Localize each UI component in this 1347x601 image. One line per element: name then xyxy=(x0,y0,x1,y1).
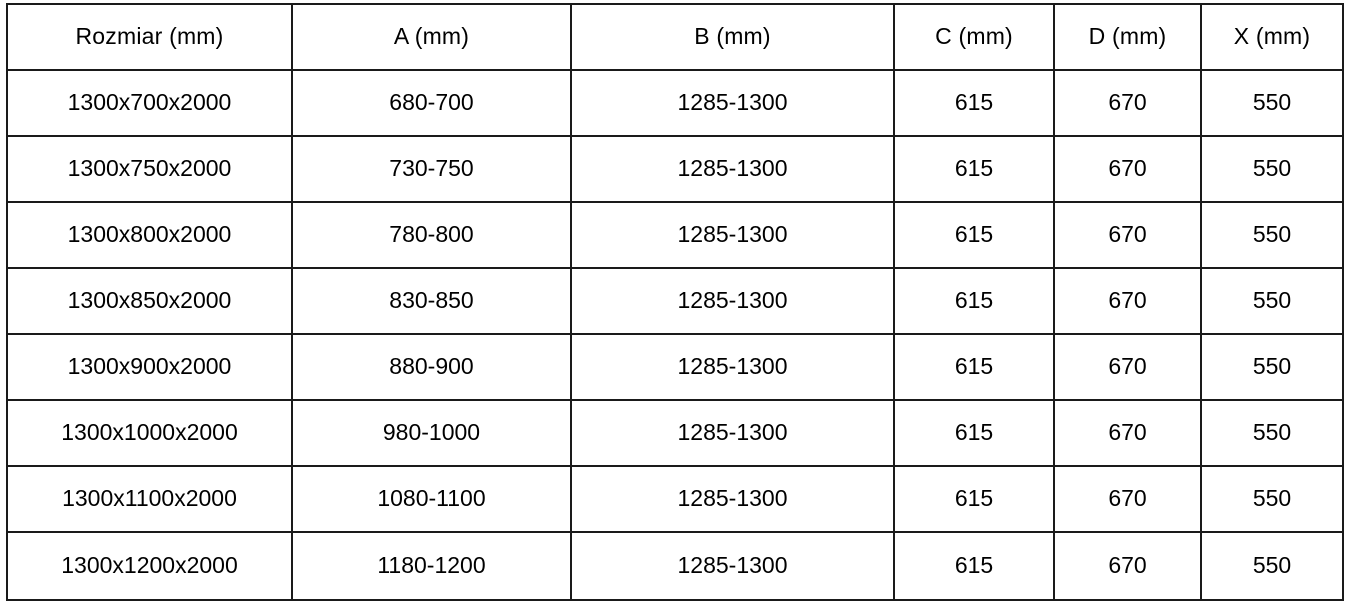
table-row: 1300x800x2000 780-800 1285-1300 615 670 … xyxy=(6,201,1344,269)
cell-size: 1300x700x2000 xyxy=(6,69,293,137)
document-canvas: Rozmiar (mm) A (mm) B (mm) C (mm) D (mm)… xyxy=(6,3,1344,601)
table-body: 1300x700x2000 680-700 1285-1300 615 670 … xyxy=(6,69,1344,601)
column-header-d: D (mm) xyxy=(1053,3,1202,71)
cell-b: 1285-1300 xyxy=(570,135,895,203)
cell-b: 1285-1300 xyxy=(570,531,895,601)
cell-c: 615 xyxy=(893,69,1055,137)
cell-d: 670 xyxy=(1053,399,1202,467)
cell-d: 670 xyxy=(1053,135,1202,203)
cell-size: 1300x750x2000 xyxy=(6,135,293,203)
cell-c: 615 xyxy=(893,201,1055,269)
table-row: 1300x850x2000 830-850 1285-1300 615 670 … xyxy=(6,267,1344,335)
cell-x: 550 xyxy=(1200,531,1344,601)
cell-c: 615 xyxy=(893,333,1055,401)
cell-a: 730-750 xyxy=(291,135,572,203)
column-header-a: A (mm) xyxy=(291,3,572,71)
cell-size: 1300x850x2000 xyxy=(6,267,293,335)
dimensions-table: Rozmiar (mm) A (mm) B (mm) C (mm) D (mm)… xyxy=(6,3,1344,601)
cell-size: 1300x900x2000 xyxy=(6,333,293,401)
cell-x: 550 xyxy=(1200,135,1344,203)
cell-size: 1300x1100x2000 xyxy=(6,465,293,533)
cell-a: 1180-1200 xyxy=(291,531,572,601)
cell-c: 615 xyxy=(893,135,1055,203)
cell-a: 980-1000 xyxy=(291,399,572,467)
table-row: 1300x1200x2000 1180-1200 1285-1300 615 6… xyxy=(6,531,1344,601)
column-header-b: B (mm) xyxy=(570,3,895,71)
cell-b: 1285-1300 xyxy=(570,465,895,533)
cell-b: 1285-1300 xyxy=(570,201,895,269)
cell-c: 615 xyxy=(893,399,1055,467)
cell-x: 550 xyxy=(1200,399,1344,467)
table-row: 1300x700x2000 680-700 1285-1300 615 670 … xyxy=(6,69,1344,137)
cell-d: 670 xyxy=(1053,531,1202,601)
column-header-size: Rozmiar (mm) xyxy=(6,3,293,71)
cell-b: 1285-1300 xyxy=(570,267,895,335)
table-row: 1300x900x2000 880-900 1285-1300 615 670 … xyxy=(6,333,1344,401)
cell-a: 880-900 xyxy=(291,333,572,401)
cell-x: 550 xyxy=(1200,201,1344,269)
cell-size: 1300x1000x2000 xyxy=(6,399,293,467)
cell-x: 550 xyxy=(1200,333,1344,401)
cell-d: 670 xyxy=(1053,69,1202,137)
cell-d: 670 xyxy=(1053,201,1202,269)
column-header-c: C (mm) xyxy=(893,3,1055,71)
cell-c: 615 xyxy=(893,465,1055,533)
header-row: Rozmiar (mm) A (mm) B (mm) C (mm) D (mm)… xyxy=(6,3,1344,71)
cell-a: 680-700 xyxy=(291,69,572,137)
cell-x: 550 xyxy=(1200,267,1344,335)
cell-a: 830-850 xyxy=(291,267,572,335)
table-row: 1300x1100x2000 1080-1100 1285-1300 615 6… xyxy=(6,465,1344,533)
table-row: 1300x1000x2000 980-1000 1285-1300 615 67… xyxy=(6,399,1344,467)
cell-c: 615 xyxy=(893,531,1055,601)
cell-size: 1300x800x2000 xyxy=(6,201,293,269)
cell-size: 1300x1200x2000 xyxy=(6,531,293,601)
cell-b: 1285-1300 xyxy=(570,333,895,401)
cell-x: 550 xyxy=(1200,69,1344,137)
cell-a: 1080-1100 xyxy=(291,465,572,533)
cell-a: 780-800 xyxy=(291,201,572,269)
cell-b: 1285-1300 xyxy=(570,399,895,467)
cell-d: 670 xyxy=(1053,333,1202,401)
cell-b: 1285-1300 xyxy=(570,69,895,137)
column-header-x: X (mm) xyxy=(1200,3,1344,71)
cell-d: 670 xyxy=(1053,465,1202,533)
cell-c: 615 xyxy=(893,267,1055,335)
table-row: 1300x750x2000 730-750 1285-1300 615 670 … xyxy=(6,135,1344,203)
table-header: Rozmiar (mm) A (mm) B (mm) C (mm) D (mm)… xyxy=(6,3,1344,71)
cell-x: 550 xyxy=(1200,465,1344,533)
cell-d: 670 xyxy=(1053,267,1202,335)
